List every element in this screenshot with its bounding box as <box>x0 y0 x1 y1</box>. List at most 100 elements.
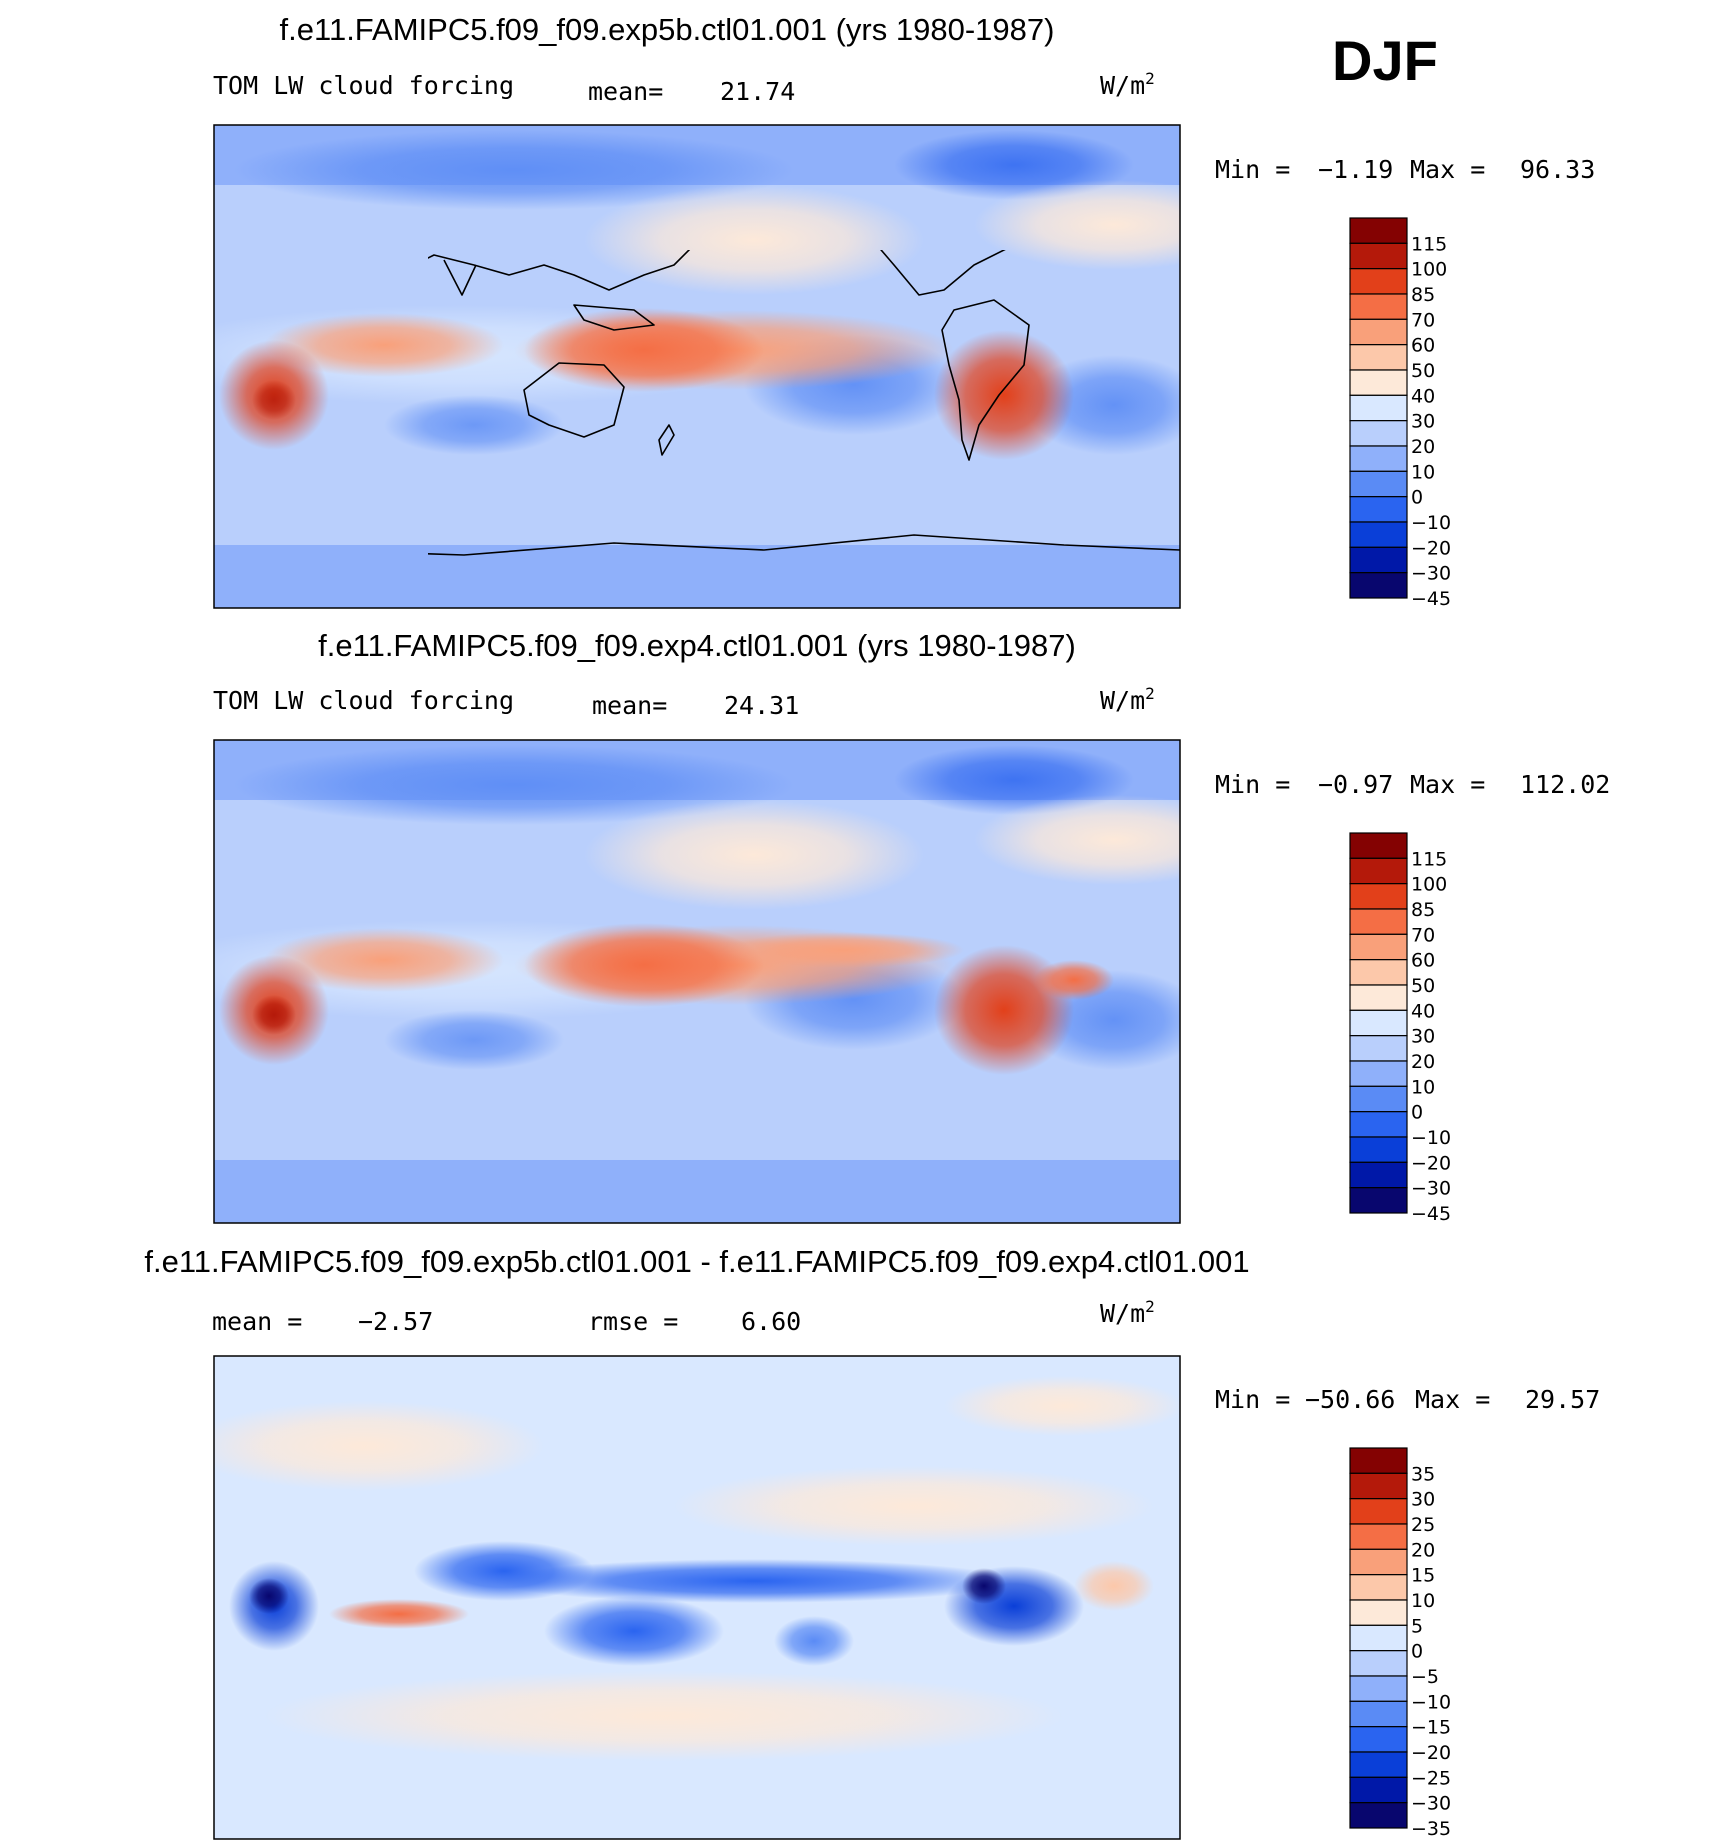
colorbar-tick-label: −30 <box>1411 1178 1451 1200</box>
panel-title: f.e11.FAMIPC5.f09_f09.exp5b.ctl01.001 - … <box>144 1244 1249 1279</box>
panel-bottom: f.e11.FAMIPC5.f09_f09.exp5b.ctl01.001 - … <box>144 1244 1600 1840</box>
colorbar-tick-label: 30 <box>1411 1026 1435 1048</box>
min-value: −50.66 <box>1305 1385 1395 1414</box>
colorbar-tick-label: 100 <box>1411 259 1447 281</box>
coastline <box>658 424 675 456</box>
colorbar-swatch <box>1349 1187 1408 1214</box>
colorbar-swatch <box>1349 1136 1408 1163</box>
colorbar-swatch <box>1349 521 1408 548</box>
map-border <box>213 1355 1181 1840</box>
colorbar-tick-label: 0 <box>1411 487 1423 509</box>
colorbar-tick-label: 15 <box>1411 1565 1435 1587</box>
colorbar-tick-label: 115 <box>1411 848 1447 870</box>
colorbar-tick-label: 115 <box>1411 233 1447 255</box>
mean-value: 24.31 <box>724 691 799 720</box>
colorbar-swatch <box>1349 908 1408 935</box>
colorbar-swatch <box>1349 242 1408 270</box>
colorbar-swatch <box>1349 546 1408 574</box>
colorbar-tick-label: 35 <box>1411 1463 1435 1485</box>
colorbar-tick-label: 10 <box>1411 1076 1435 1098</box>
diff-mean-value: −2.57 <box>358 1307 433 1336</box>
colorbar-swatch <box>1349 883 1408 910</box>
colorbar-tick-label: −35 <box>1411 1818 1451 1840</box>
colorbar-tick-label: 20 <box>1411 1539 1435 1561</box>
colorbar-swatch <box>1349 1700 1408 1728</box>
coastline <box>523 362 625 438</box>
colorbar-swatch <box>1349 572 1408 599</box>
coastline <box>941 299 1030 461</box>
colorbar-tick-label: 5 <box>1411 1615 1423 1637</box>
colorbar-tick-label: 0 <box>1411 1641 1423 1663</box>
colorbar-swatch <box>1349 1548 1408 1576</box>
coastline <box>428 250 691 291</box>
colorbar-tick-label: 100 <box>1411 874 1447 896</box>
coastline <box>443 259 477 296</box>
colorbar-tick-label: −45 <box>1411 1203 1451 1225</box>
map-border <box>213 124 1181 609</box>
diff-mean-label: mean = <box>212 1307 302 1336</box>
colorbar-tick-label: −20 <box>1411 537 1451 559</box>
min-value: −1.19 <box>1318 155 1393 184</box>
colorbar-tick-label: −20 <box>1411 1742 1451 1764</box>
colorbar-tick-label: 40 <box>1411 1000 1435 1022</box>
rmse-value: 6.60 <box>741 1307 801 1336</box>
colorbar-swatch <box>1349 470 1408 498</box>
colorbar-swatch <box>1349 984 1408 1011</box>
min-value: −0.97 <box>1318 770 1393 799</box>
colorbar-swatch <box>1349 1574 1408 1601</box>
colorbar-tick-label: 85 <box>1411 284 1435 306</box>
units-label: W/m2 <box>1100 1297 1155 1328</box>
map-frame <box>213 739 1181 1224</box>
colorbar-swatch <box>1349 1776 1408 1804</box>
map-field <box>214 125 1180 608</box>
map-frame <box>213 124 1181 609</box>
max-label: Max = <box>1410 770 1485 799</box>
colorbar-tick-label: 60 <box>1411 335 1435 357</box>
colorbar-swatch <box>1349 445 1408 472</box>
colorbar-swatch <box>1349 1624 1408 1652</box>
colorbar-swatch <box>1349 857 1408 885</box>
max-value: 29.57 <box>1525 1385 1600 1414</box>
colorbar-swatch <box>1349 1085 1408 1113</box>
colorbar-swatch <box>1349 1111 1408 1138</box>
panel-middle: f.e11.FAMIPC5.f09_f09.exp4.ctl01.001 (yr… <box>213 628 1610 1225</box>
colorbar-tick-label: 30 <box>1411 411 1435 433</box>
map-border <box>213 739 1181 1224</box>
colorbar-swatch <box>1349 1675 1408 1702</box>
max-label: Max = <box>1410 155 1485 184</box>
min-label: Min = <box>1215 1385 1290 1414</box>
max-label: Max = <box>1415 1385 1490 1414</box>
colorbar-tick-label: 25 <box>1411 1514 1435 1536</box>
colorbar-tick-label: 50 <box>1411 975 1435 997</box>
colorbar-swatch <box>1349 832 1408 859</box>
coastline <box>573 304 655 331</box>
colorbar-tick-label: 70 <box>1411 309 1435 331</box>
colorbar-swatch <box>1349 1447 1408 1474</box>
colorbar-tick-label: −15 <box>1411 1717 1451 1739</box>
colorbar-tick-label: 50 <box>1411 360 1435 382</box>
colorbar-swatch <box>1349 394 1408 422</box>
colorbar-swatch <box>1349 1035 1408 1062</box>
colorbar-swatch <box>1349 1802 1408 1829</box>
panel-title: f.e11.FAMIPC5.f09_f09.exp4.ctl01.001 (yr… <box>318 628 1076 663</box>
colorbar-tick-label: 70 <box>1411 924 1435 946</box>
colorbar-swatch <box>1349 1726 1408 1753</box>
max-value: 96.33 <box>1520 155 1595 184</box>
rmse-label: rmse = <box>588 1307 678 1336</box>
units-label: W/m2 <box>1100 684 1155 715</box>
panel-title: f.e11.FAMIPC5.f09_f09.exp5b.ctl01.001 (y… <box>280 12 1055 47</box>
colorbar-tick-label: 10 <box>1411 1590 1435 1612</box>
colorbar-swatch <box>1349 1009 1408 1037</box>
min-label: Min = <box>1215 155 1290 184</box>
colorbar-swatch <box>1349 1060 1408 1087</box>
map-field <box>214 1356 1180 1839</box>
variable-label: TOM LW cloud forcing <box>213 686 514 715</box>
colorbar-tick-label: 20 <box>1411 1051 1435 1073</box>
colorbar-swatch <box>1349 1161 1408 1189</box>
colorbar-swatch <box>1349 293 1408 320</box>
units-label: W/m2 <box>1100 69 1155 100</box>
map-frame <box>213 1355 1181 1840</box>
colorbar-swatch <box>1349 217 1408 244</box>
